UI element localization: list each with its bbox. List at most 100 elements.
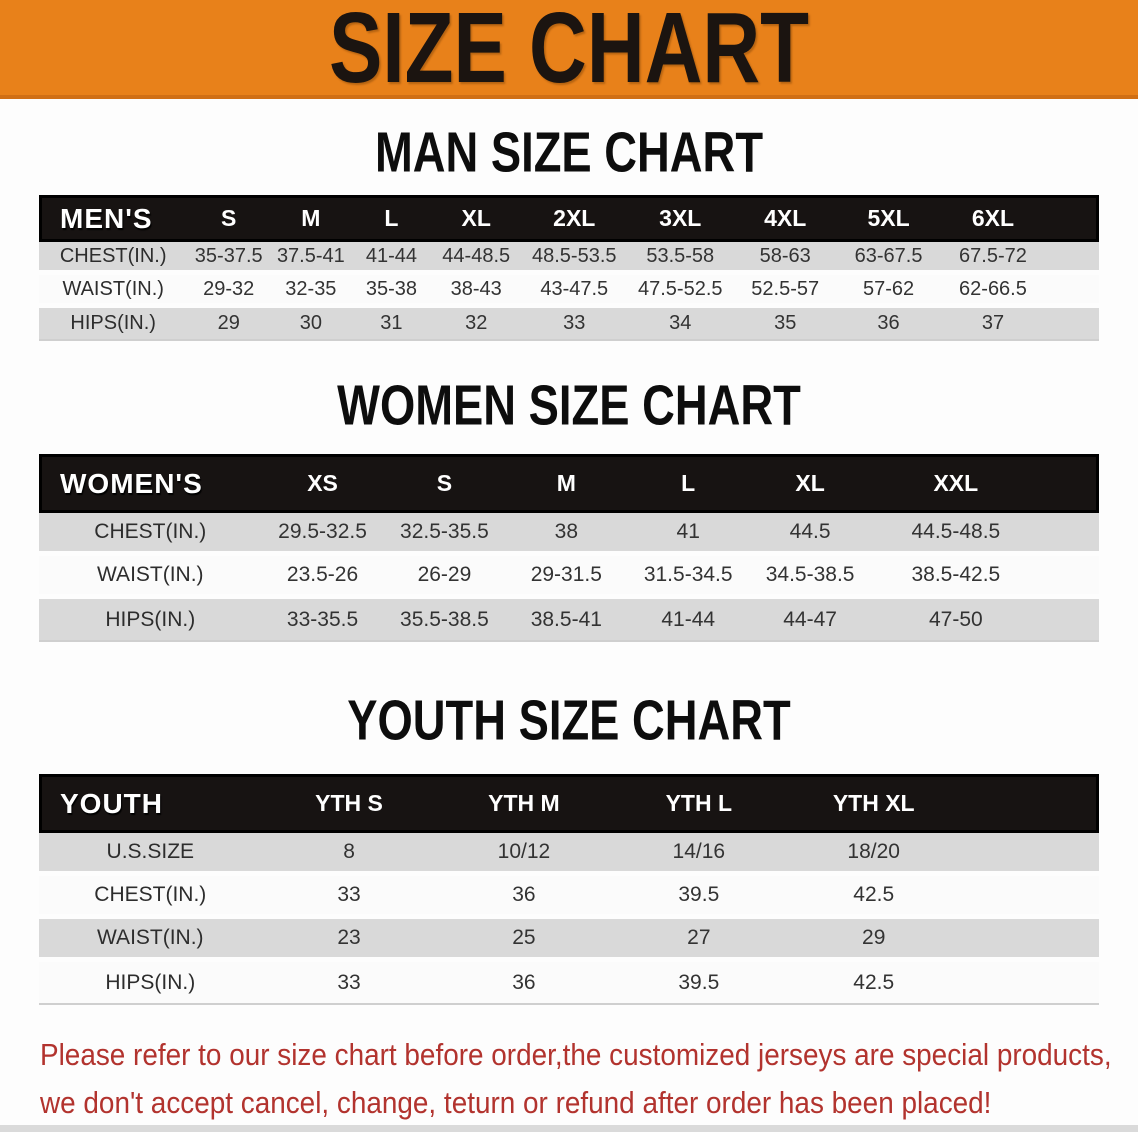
size-value-cell: 37 xyxy=(939,308,1046,341)
size-value-cell: 42.5 xyxy=(786,962,962,1005)
size-value-cell: 26-29 xyxy=(383,556,506,599)
size-value-cell: 36 xyxy=(837,308,940,341)
size-value-cell: 33 xyxy=(261,876,437,919)
size-value-cell: 35-38 xyxy=(351,275,432,308)
size-value-cell: 41 xyxy=(627,513,750,556)
women-size-section: WOMEN SIZE CHART WOMEN'S XS S M L XL XXL CHEST(… xyxy=(0,378,1138,642)
measurement-row: WAIST(IN.) 29-32 32-35 35-38 38-43 43-47.5 47.… xyxy=(39,275,1099,308)
size-value-cell: 34 xyxy=(627,308,734,341)
size-value-cell: 23 xyxy=(261,919,437,962)
row-filler xyxy=(961,919,1099,962)
row-filler xyxy=(1040,599,1099,642)
size-value-cell: 8 xyxy=(261,833,437,876)
size-column-header: S xyxy=(187,195,271,242)
youth-size-section: YOUTH SIZE CHART YOUTH YTH S YTH M YTH L YTH… xyxy=(0,689,1138,1005)
row-filler xyxy=(1045,275,1099,308)
table-corner-label: YOUTH xyxy=(39,774,262,833)
youth-size-table: YOUTH YTH S YTH M YTH L YTH XL U.S.SIZE 8 10/12… xyxy=(39,774,1099,1005)
men-size-section: MAN SIZE CHART MEN'S S M L XL 2XL 3XL 4XL 5XL 6XL… xyxy=(0,121,1138,341)
size-value-cell: 62-66.5 xyxy=(939,275,1046,308)
measurement-row: CHEST(IN.) 33 36 39.5 42.5 xyxy=(39,876,1099,919)
size-value-cell: 39.5 xyxy=(611,962,787,1005)
size-value-cell: 67.5-72 xyxy=(939,242,1046,275)
size-value-cell: 34.5-38.5 xyxy=(749,556,872,599)
size-value-cell: 44-47 xyxy=(749,599,872,642)
size-column-header: XXL xyxy=(871,454,1041,513)
measurement-row: WAIST(IN.) 23 25 27 29 xyxy=(39,919,1099,962)
measurement-row: CHEST(IN.) 29.5-32.5 32.5-35.5 38 41 44.5 44.5… xyxy=(39,513,1099,556)
size-column-header: 6XL xyxy=(939,195,1046,242)
size-value-cell: 38.5-42.5 xyxy=(871,556,1041,599)
size-value-cell: 18/20 xyxy=(786,833,962,876)
men-size-table: MEN'S S M L XL 2XL 3XL 4XL 5XL 6XL CHEST(IN.) 35-37… xyxy=(39,195,1099,341)
row-label: HIPS(IN.) xyxy=(39,308,188,341)
header-filler xyxy=(961,774,1099,833)
size-column-header: YTH M xyxy=(436,774,612,833)
youth-section-heading-text: YOUTH SIZE CHART xyxy=(347,689,791,753)
size-value-cell: 30 xyxy=(270,308,352,341)
header-filler xyxy=(1040,454,1099,513)
row-filler xyxy=(961,833,1099,876)
size-value-cell: 29-31.5 xyxy=(505,556,628,599)
row-filler xyxy=(1045,308,1099,341)
row-label: U.S.SIZE xyxy=(39,833,262,876)
size-column-header: M xyxy=(505,454,628,513)
size-value-cell: 29-32 xyxy=(187,275,271,308)
size-value-cell: 14/16 xyxy=(611,833,787,876)
size-value-cell: 35-37.5 xyxy=(187,242,271,275)
size-value-cell: 39.5 xyxy=(611,876,787,919)
row-filler xyxy=(961,962,1099,1005)
size-value-cell: 10/12 xyxy=(436,833,612,876)
size-value-cell: 29.5-32.5 xyxy=(261,513,384,556)
size-value-cell: 36 xyxy=(436,962,612,1005)
row-label: WAIST(IN.) xyxy=(39,556,262,599)
measurement-row: HIPS(IN.) 33-35.5 35.5-38.5 38.5-41 41-44 44-… xyxy=(39,599,1099,642)
size-value-cell: 53.5-58 xyxy=(627,242,734,275)
size-value-cell: 35 xyxy=(733,308,838,341)
measurement-row: HIPS(IN.) 33 36 39.5 42.5 xyxy=(39,962,1099,1005)
row-filler xyxy=(1040,513,1099,556)
youth-section-heading: YOUTH SIZE CHART xyxy=(0,689,1138,753)
men-section-heading-text: MAN SIZE CHART xyxy=(374,121,764,185)
size-value-cell: 23.5-26 xyxy=(261,556,384,599)
row-label: HIPS(IN.) xyxy=(39,599,262,642)
disclaimer: Please refer to our size chart before or… xyxy=(40,1031,1138,1127)
size-column-header: 2XL xyxy=(521,195,628,242)
disclaimer-line-2: we don't accept cancel, change, teturn o… xyxy=(40,1085,992,1120)
row-filler xyxy=(1045,242,1099,275)
size-value-cell: 63-67.5 xyxy=(837,242,940,275)
size-value-cell: 47-50 xyxy=(871,599,1041,642)
size-value-cell: 58-63 xyxy=(733,242,838,275)
row-label: WAIST(IN.) xyxy=(39,275,188,308)
size-value-cell: 33-35.5 xyxy=(261,599,384,642)
size-value-cell: 32 xyxy=(431,308,522,341)
size-value-cell: 43-47.5 xyxy=(521,275,628,308)
size-column-header: YTH XL xyxy=(786,774,962,833)
size-column-header: L xyxy=(351,195,432,242)
row-label: CHEST(IN.) xyxy=(39,513,262,556)
banner-title: SIZE CHART xyxy=(329,0,809,99)
size-column-header: 4XL xyxy=(733,195,838,242)
row-label: CHEST(IN.) xyxy=(39,876,262,919)
size-value-cell: 42.5 xyxy=(786,876,962,919)
size-column-header: S xyxy=(383,454,506,513)
size-value-cell: 57-62 xyxy=(837,275,940,308)
row-filler xyxy=(1040,556,1099,599)
row-label: CHEST(IN.) xyxy=(39,242,188,275)
size-column-header: XS xyxy=(261,454,384,513)
size-value-cell: 44-48.5 xyxy=(431,242,522,275)
size-value-cell: 52.5-57 xyxy=(733,275,838,308)
row-label: WAIST(IN.) xyxy=(39,919,262,962)
size-value-cell: 41-44 xyxy=(351,242,432,275)
row-filler xyxy=(961,876,1099,919)
size-value-cell: 33 xyxy=(521,308,628,341)
size-value-cell: 31.5-34.5 xyxy=(627,556,750,599)
size-value-cell: 38.5-41 xyxy=(505,599,628,642)
size-value-cell: 29 xyxy=(786,919,962,962)
size-value-cell: 48.5-53.5 xyxy=(521,242,628,275)
size-column-header: M xyxy=(270,195,352,242)
disclaimer-line-1: Please refer to our size chart before or… xyxy=(40,1037,1112,1072)
size-chart-banner: SIZE CHART xyxy=(0,0,1138,99)
size-value-cell: 27 xyxy=(611,919,787,962)
size-value-cell: 41-44 xyxy=(627,599,750,642)
